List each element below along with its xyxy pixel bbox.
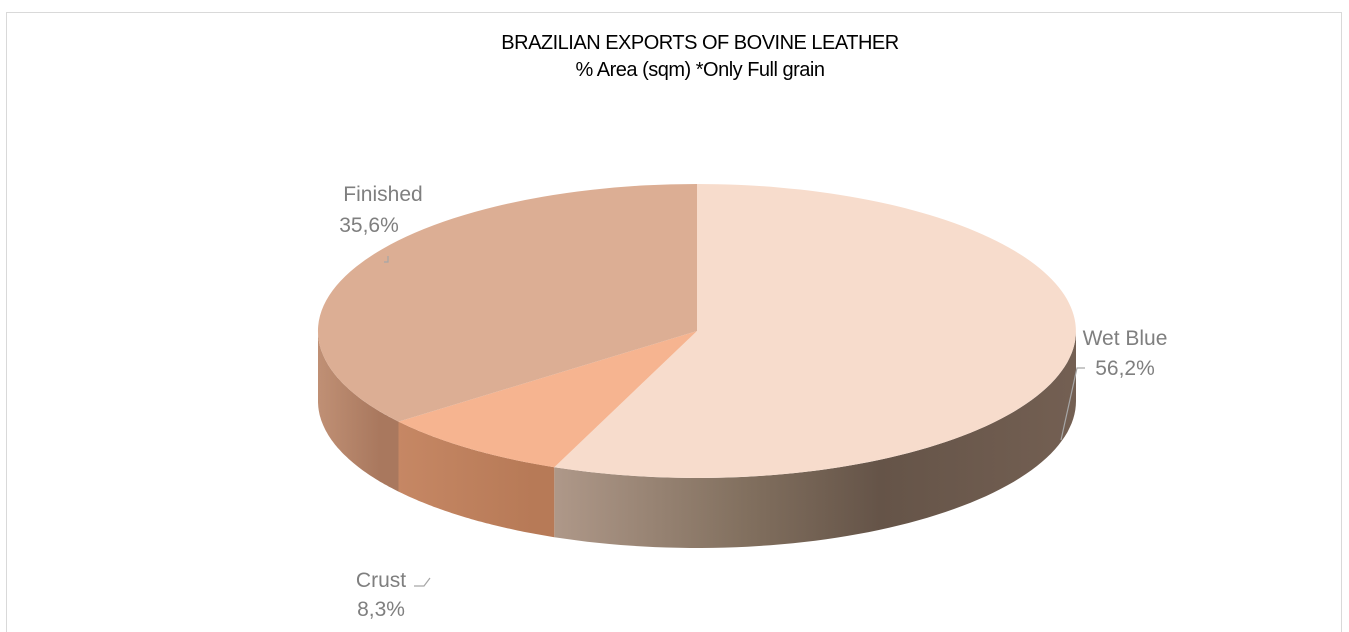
crust-slice — [398, 331, 697, 468]
finished-label: Finished — [343, 183, 422, 206]
wetblue-leader-line — [1060, 367, 1085, 441]
pie-tops — [317, 183, 1076, 478]
crust-label: Crust — [356, 569, 406, 592]
pie-sides — [318, 331, 1076, 548]
wetblue-value: 56,2% — [1095, 357, 1155, 380]
finished-value: 35,6% — [339, 214, 399, 237]
crust-slice-side — [398, 421, 555, 538]
wetblue-slice-side — [554, 331, 1076, 548]
wetblue-label: Wet Blue — [1083, 327, 1168, 350]
finished-slice — [317, 183, 697, 422]
chart-title-block: BRAZILIAN EXPORTS OF BOVINE LEATHER % Ar… — [0, 30, 1349, 84]
chart-title: BRAZILIAN EXPORTS OF BOVINE LEATHER — [501, 32, 899, 54]
wetblue-slice — [554, 184, 1076, 478]
finished-leader-line — [384, 256, 389, 263]
finished-slice-side — [318, 331, 399, 492]
chart-subtitle: % Area (sqm) *Only Full grain — [575, 59, 825, 81]
crust-value: 8,3% — [357, 598, 405, 621]
crust-leader-line — [414, 577, 431, 587]
